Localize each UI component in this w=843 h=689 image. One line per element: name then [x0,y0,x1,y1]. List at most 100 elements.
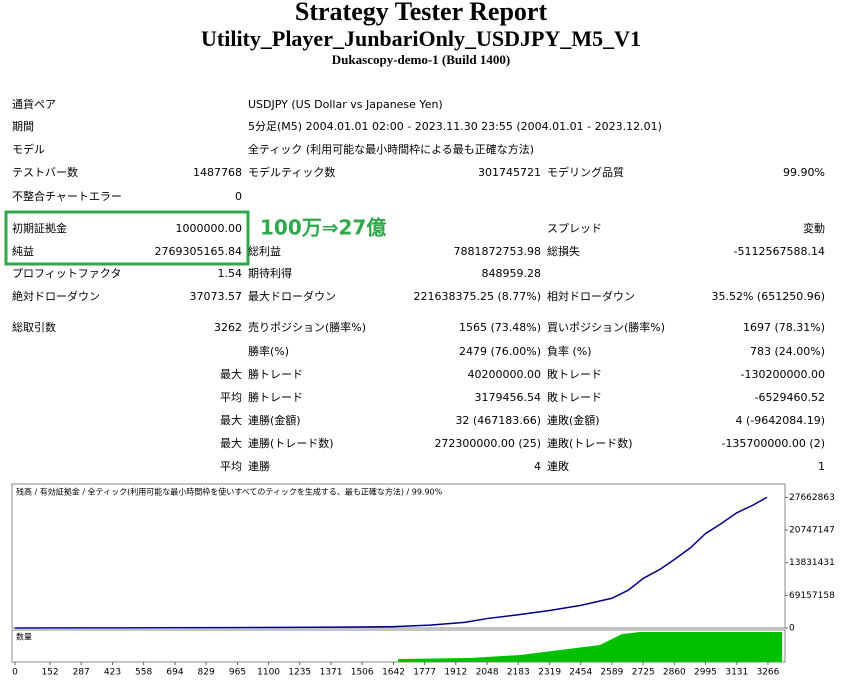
x-tick-label: 2995 [694,668,717,678]
stat-value: 37073.57 [190,290,243,303]
x-tick-label: 1235 [288,668,311,678]
stat-value: 3179456.54 [475,391,541,404]
title: Strategy Tester Report [295,0,548,26]
x-tick-label: 1506 [351,668,374,678]
stat-label: 総利益 [248,244,281,258]
stat-label: モデルティック数 [248,165,335,179]
stat-label: 敗トレード [547,367,602,381]
stat-value: -135700000.00 (2) [721,437,825,450]
x-tick-label: 2048 [476,668,499,678]
x-tick-label: 2454 [569,668,592,678]
x-tick-label: 1100 [257,668,280,678]
stat-value: 272300000.00 (25) [434,437,541,450]
info-label: モデル [12,142,45,156]
stat-value: 2769305165.84 [155,245,242,258]
stat-value: 平均 [220,391,242,404]
stat-label: プロフィットファクタ [12,267,121,280]
x-tick-label: 694 [166,668,183,678]
stat-label: 絶対ドローダウン [12,289,100,303]
stat-value: 最大 [220,413,242,427]
stat-label: 初期証拠金 [12,221,67,235]
stat-label: 買いポジション(勝率%) [547,320,665,334]
stat-value: 40200000.00 [468,368,541,381]
x-tick-label: 1371 [320,668,343,678]
stat-label: テストバー数 [12,166,78,179]
y-tick-label: 27662863 [789,493,835,503]
stat-label: 相対ドローダウン [547,289,635,303]
stat-value: 301745721 [478,166,541,179]
chart-legend: 残高 / 有効証拠金 / 全ティック(利用可能な最小時間枠を使いすべてのティック… [16,487,443,497]
stat-label: 連敗 [547,459,569,473]
stat-label: 期待利得 [248,266,292,280]
stat-label: 連勝(金額) [248,413,301,427]
info-value: 全ティック (利用可能な最小時間枠による最も正確な方法) [248,142,534,156]
stat-value: 35.52% (651250.96) [711,290,825,303]
chart-frame [11,483,786,629]
x-tick-label: 2725 [632,668,655,678]
stat-value: 221638375.25 (8.77%) [413,290,541,303]
stat-label: スプレッド [547,222,602,235]
y-tick-label: 20747147 [789,526,835,536]
stat-value: 3262 [214,321,242,334]
stat-label: 連勝 [248,459,270,473]
stat-value: 1000000.00 [176,222,242,235]
stat-label: 負率 (%) [547,344,592,358]
stat-value: -6529460.52 [755,391,825,404]
x-tick-label: 3131 [725,668,748,678]
x-tick-label: 423 [104,668,121,678]
stat-value: 4 (-9642084.19) [735,414,825,427]
stat-value: 1487768 [193,166,242,179]
y-tick-label: 0 [789,624,795,634]
x-tick-label: 829 [198,668,215,678]
volume-area [398,632,782,662]
info-value: USDJPY (US Dollar vs Japanese Yen) [248,98,443,111]
volume-label: 数量 [16,632,32,642]
subtitle: Utility_Player_JunbariOnly_USDJPY_M5_V1 [201,26,641,51]
x-tick-label: 2589 [600,668,623,678]
stat-label: 総取引数 [12,320,56,334]
stat-value: 4 [534,460,541,473]
stat-label: 最大ドローダウン [248,289,336,303]
highlight-box [4,210,250,266]
stat-value: -5112567588.14 [734,245,825,258]
stat-value: 1 [818,460,825,473]
info-label: 通貨ペア [12,97,56,111]
stat-label: 勝トレード [248,390,303,404]
x-tick-label: 287 [73,668,90,678]
stat-label: 純益 [12,244,34,258]
stat-label: 不整合チャートエラー [12,189,122,203]
stat-value: 32 (467183.66) [455,414,541,427]
x-tick-label: 3266 [756,668,779,678]
info-label: 期間 [12,120,34,133]
stat-label: 勝率(%) [248,344,289,358]
stat-value: 7881872753.98 [454,245,541,258]
x-tick-label: 1642 [382,668,405,678]
annotation: 100万⇒27億 [260,216,386,240]
stat-label: モデリング品質 [547,165,624,179]
stat-label: 連勝(トレード数) [248,436,334,450]
stat-value: 99.90% [783,166,825,179]
stat-value: -130200000.00 [741,368,825,381]
stat-value: 2479 (76.00%) [459,345,541,358]
server: Dukascopy-demo-1 (Build 1400) [332,52,510,67]
stat-value: 変動 [803,221,825,235]
stat-value: 平均 [220,460,242,473]
x-tick-label: 152 [41,668,58,678]
stat-label: 売りポジション(勝率%) [248,320,366,334]
stat-value: 1565 (73.48%) [459,321,541,334]
stat-value: 848959.28 [482,267,542,280]
stat-label: 総損失 [547,244,580,258]
stat-value: 783 (24.00%) [750,345,825,358]
y-tick-label: 69157158 [789,591,835,601]
stat-value: 0 [235,190,242,203]
stat-value: 最大 [220,367,242,381]
x-tick-label: 558 [135,668,152,678]
x-tick-label: 1777 [413,668,436,678]
x-tick-label: 0 [12,668,18,678]
x-tick-label: 965 [229,668,246,678]
info-value: 5分足(M5) 2004.01.01 02:00 - 2023.11.30 23… [248,120,662,133]
stat-label: 連敗(金額) [547,413,600,427]
x-tick-label: 2319 [538,668,561,678]
